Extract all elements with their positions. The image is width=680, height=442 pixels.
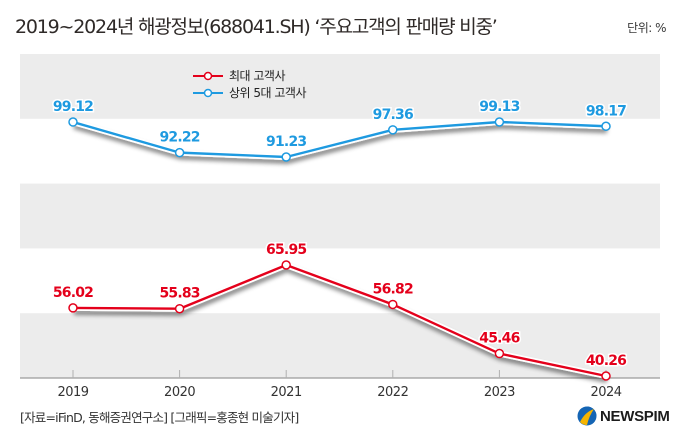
data-label: 98.17 [586,103,626,119]
data-point [494,348,505,359]
legend-label: 상위 5대 고객사 [229,86,307,100]
data-point [601,121,611,132]
legend-item-top5-customers: 상위 5대 고객사 [193,84,307,101]
legend-marker-red-icon [193,71,223,80]
grid-band [20,183,660,249]
legend-marker-blue-icon [193,88,223,97]
data-label: 65.95 [266,242,306,258]
data-label: 99.13 [479,99,519,115]
data-point [68,303,78,313]
data-label: 91.23 [266,134,306,150]
data-label: 97.36 [373,107,413,123]
data-point [174,147,185,158]
x-tick-label: 2022 [377,385,408,400]
newspim-logo: NEWSPIM [577,406,670,426]
data-point [281,152,291,162]
data-label: 55.83 [159,286,199,302]
series-line-outline [72,119,607,160]
series-line [72,120,607,159]
data-label: 56.82 [373,281,413,297]
x-tick-label: 2020 [164,385,195,400]
newspim-logo-icon [577,406,597,426]
data-label: 40.26 [586,353,626,369]
unit-label: 단위: % [627,21,666,35]
data-point [494,117,505,127]
x-tick-label: 2023 [484,385,515,400]
data-label: 92.22 [159,130,199,146]
data-point [388,299,398,310]
x-tick-label: 2019 [57,385,88,400]
series-line [72,263,607,378]
data-point [174,303,185,314]
legend-label: 최대 고객사 [229,69,286,83]
legend-item-top-customer: 최대 고객사 [193,67,306,84]
data-point [601,371,611,381]
logo-text: NEWSPIM [600,407,670,425]
x-tick-label: 2024 [590,385,621,400]
data-point [281,260,291,270]
data-point [388,125,398,135]
chart-title: 2019~2024년 해광정보(688041.SH) ‘주요고객의 판매량 비중… [15,16,498,38]
grid-band [20,54,660,119]
data-point [68,117,78,127]
data-label: 56.02 [53,285,93,301]
x-tick-label: 2021 [271,385,302,400]
legend: 최대 고객사 상위 5대 고객사 [193,67,307,101]
data-label: 45.46 [479,331,519,347]
source-note: [자료=iFinD, 동해증권연구소] [그래픽=홍종현 미술기자] [20,410,299,425]
data-label: 99.12 [53,99,93,115]
